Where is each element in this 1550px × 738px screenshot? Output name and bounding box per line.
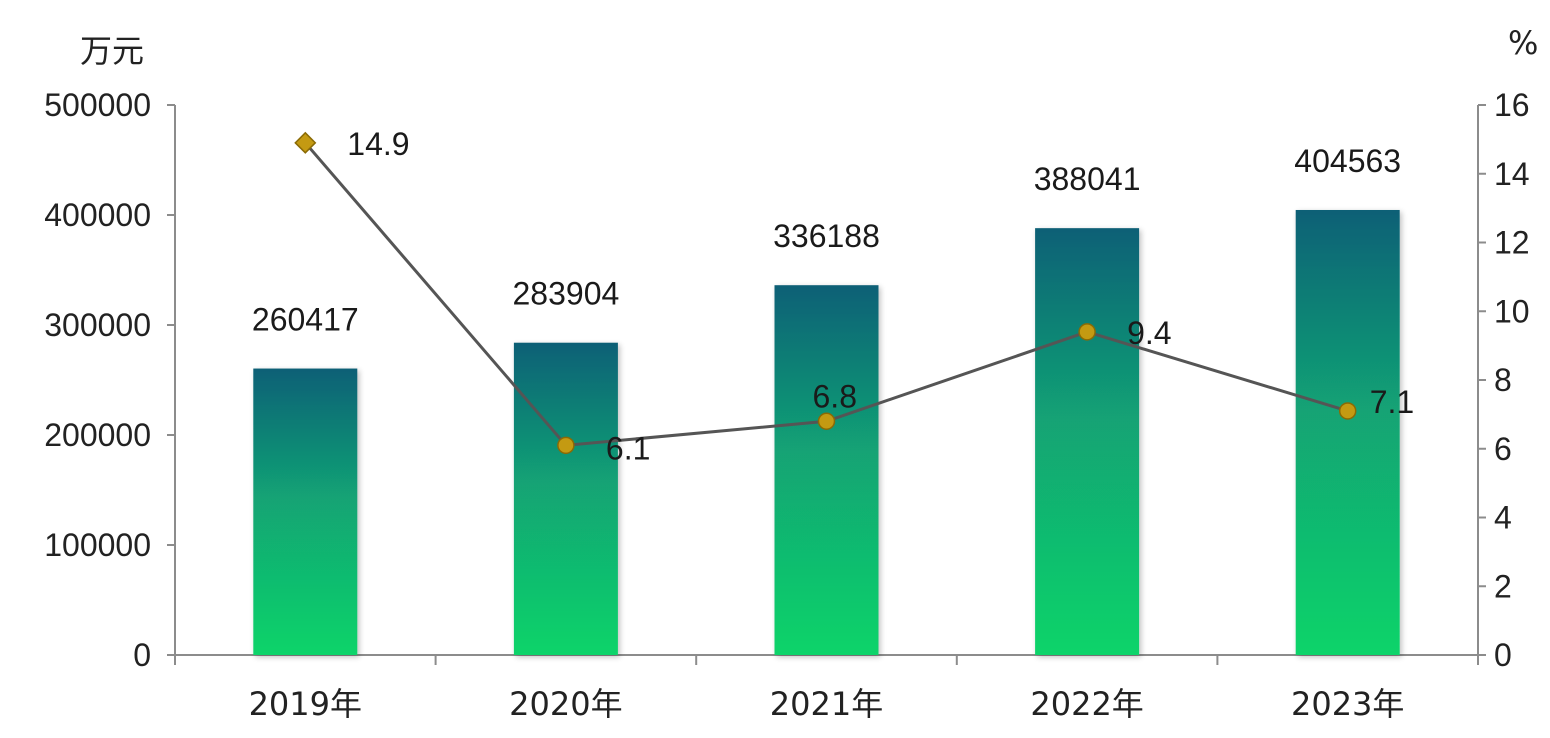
bar xyxy=(1035,228,1140,655)
line-marker xyxy=(1338,402,1357,420)
bar-value-label: 404563 xyxy=(1294,143,1401,179)
left-axis-unit: 万元 xyxy=(80,32,144,70)
axes: 0 100000 200000 300000 400000 500000 0 2 4 6 8 10 12… xyxy=(44,87,1529,723)
x-category-label: 2022年 xyxy=(1030,685,1143,723)
bar-value-label: 336188 xyxy=(773,218,880,254)
x-category-label: 2019年 xyxy=(249,685,362,723)
line-value-label: 14.9 xyxy=(347,126,409,162)
bar-value-label: 260417 xyxy=(252,302,359,338)
line-marker xyxy=(557,436,575,455)
right-tick-label: 12 xyxy=(1494,225,1530,261)
right-tick-label: 14 xyxy=(1494,156,1530,192)
bar xyxy=(774,285,879,655)
x-category-label: 2020年 xyxy=(509,685,622,723)
right-tick-label: 16 xyxy=(1494,87,1530,123)
x-category-label: 2023年 xyxy=(1291,685,1404,723)
line-marker xyxy=(817,412,836,430)
line-value-label: 6.1 xyxy=(606,430,650,466)
right-tick-label: 2 xyxy=(1494,568,1512,604)
line-value-label: 9.4 xyxy=(1127,315,1171,351)
left-tick-label: 300000 xyxy=(44,307,151,343)
line-marker xyxy=(1078,323,1096,341)
bar xyxy=(513,342,618,655)
right-tick-label: 10 xyxy=(1494,293,1530,329)
x-category-label: 2021年 xyxy=(770,685,883,723)
left-tick-label: 0 xyxy=(133,637,151,673)
line-value-label: 6.8 xyxy=(813,378,857,414)
line-value-label: 7.1 xyxy=(1370,384,1414,420)
right-tick-label: 0 xyxy=(1494,637,1512,673)
left-tick-label: 100000 xyxy=(44,527,151,563)
left-tick-label: 500000 xyxy=(44,87,151,123)
bar-series xyxy=(253,209,1400,655)
bar-value-label: 283904 xyxy=(513,276,620,312)
left-tick-label: 200000 xyxy=(44,417,151,453)
growth-line-series xyxy=(294,131,1357,455)
bar xyxy=(253,368,358,655)
right-axis-unit: % xyxy=(1508,24,1538,62)
bar xyxy=(1295,209,1400,655)
right-tick-label: 8 xyxy=(1494,362,1512,398)
right-tick-label: 6 xyxy=(1494,431,1512,467)
right-tick-label: 4 xyxy=(1494,500,1512,536)
data-labels: 260417 283904 336188 388041 404563 14.9 6.1 6.8… xyxy=(252,126,1414,467)
left-tick-label: 400000 xyxy=(44,197,151,233)
bar-value-label: 388041 xyxy=(1034,161,1141,197)
line-marker xyxy=(294,131,317,154)
